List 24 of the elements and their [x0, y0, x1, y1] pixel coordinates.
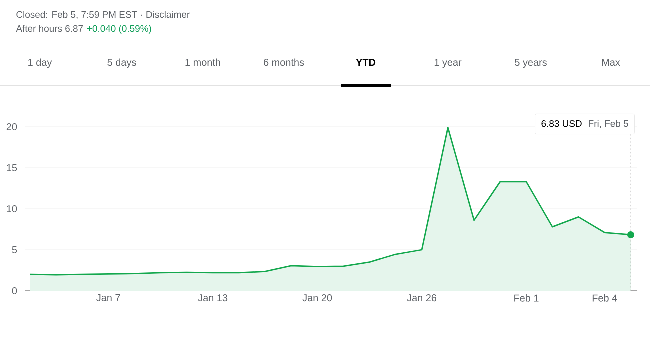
- text: Closed: Feb 5, 7:59 PM EST · Disclaimer: [16, 11, 190, 20]
- text: After hours 6.87: [16, 25, 84, 32]
- text: 5 years: [515, 59, 547, 68]
- text: 1 day: [28, 58, 52, 68]
- x-tick-label: Feb 1: [514, 294, 539, 302]
- text: Max: [602, 59, 620, 66]
- x-tick-label: Feb 4: [592, 294, 618, 302]
- y-tick-label: 0: [12, 287, 18, 295]
- x-tick-label: Jan 26: [407, 294, 437, 302]
- text: +0.040 (0.59%): [87, 25, 152, 34]
- x-tick-label: Jan 7: [96, 294, 120, 302]
- text: 1 month: [186, 58, 220, 66]
- text: 5 days: [108, 58, 136, 68]
- annotation: Fri, Feb 5: [589, 120, 628, 128]
- x-tick-label: Jan 20: [302, 294, 332, 302]
- y-tick-label: 5: [12, 246, 18, 254]
- text: YTD: [356, 59, 376, 66]
- text: 6 months: [264, 58, 304, 66]
- text: 1 year: [434, 59, 462, 68]
- x-tick-label: Jan 13: [198, 294, 228, 302]
- annotation: 6.83 USD: [542, 120, 582, 128]
- y-tick-label: 15: [7, 164, 18, 172]
- y-tick-label: 20: [6, 123, 18, 131]
- y-tick-label: 10: [7, 205, 18, 213]
